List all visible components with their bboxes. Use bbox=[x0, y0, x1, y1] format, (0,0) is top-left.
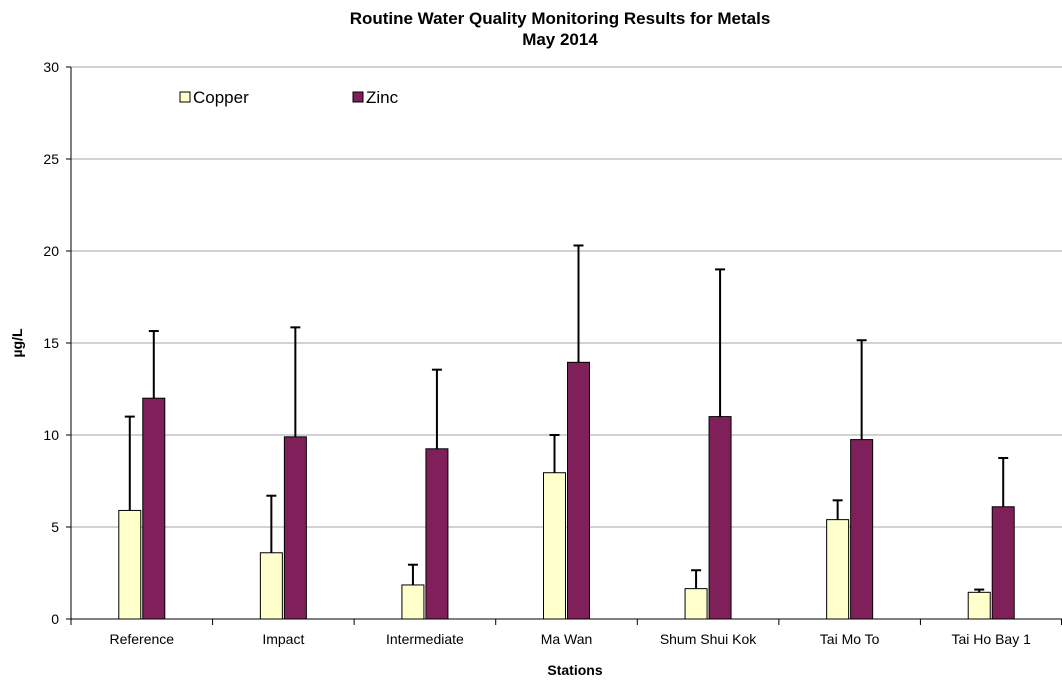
legend-item-copper: Copper bbox=[179, 88, 249, 107]
legend-swatch-copper bbox=[179, 91, 191, 103]
bar-copper bbox=[967, 591, 991, 620]
bar-copper bbox=[118, 509, 142, 620]
bars bbox=[118, 361, 1015, 620]
bar-copper bbox=[259, 552, 283, 620]
legend-item-zinc: Zinc bbox=[352, 88, 399, 107]
y-tick-label: 5 bbox=[51, 519, 59, 535]
y-axis-title: µg/L bbox=[9, 328, 25, 358]
y-tick-label: 10 bbox=[43, 427, 59, 443]
y-tick-label: 0 bbox=[51, 611, 59, 627]
bar-zinc bbox=[850, 439, 874, 620]
bar-zinc bbox=[142, 397, 166, 620]
bar-zinc bbox=[425, 448, 449, 620]
bar-zinc bbox=[567, 361, 590, 620]
gridlines bbox=[71, 66, 1062, 528]
legend: Copper Zinc bbox=[179, 88, 399, 107]
axes: 0 5 10 15 20 25 30 Reference Impact Intermediate M… bbox=[43, 59, 1062, 647]
chart-subtitle: May 2014 bbox=[522, 30, 598, 49]
legend-label-copper: Copper bbox=[193, 88, 249, 107]
bar-copper bbox=[684, 588, 708, 620]
bar-copper bbox=[401, 584, 425, 620]
x-axis-title: Stations bbox=[547, 662, 602, 678]
bar-zinc bbox=[991, 506, 1015, 620]
y-tick-label: 25 bbox=[43, 151, 59, 167]
x-tick-label: Tai Ho Bay 1 bbox=[952, 631, 1032, 647]
x-tick-label: Shum Shui Kok bbox=[660, 631, 757, 647]
y-tick-label: 15 bbox=[43, 335, 59, 351]
legend-swatch-zinc bbox=[352, 91, 364, 103]
bar-copper bbox=[826, 519, 850, 620]
y-tick-label: 30 bbox=[43, 59, 59, 75]
y-tick-label: 20 bbox=[43, 243, 59, 259]
legend-label-zinc: Zinc bbox=[366, 88, 399, 107]
bar-zinc bbox=[283, 436, 307, 620]
bar-zinc bbox=[708, 416, 732, 620]
x-tick-label: Tai Mo To bbox=[820, 631, 880, 647]
x-tick-label: Impact bbox=[262, 631, 304, 647]
chart-title: Routine Water Quality Monitoring Results… bbox=[350, 9, 771, 28]
x-tick-label: Intermediate bbox=[386, 631, 464, 647]
x-tick-label: Ma Wan bbox=[541, 631, 593, 647]
bar-copper bbox=[543, 472, 566, 620]
x-tick-label: Reference bbox=[109, 631, 174, 647]
error-bars bbox=[124, 244, 1009, 593]
